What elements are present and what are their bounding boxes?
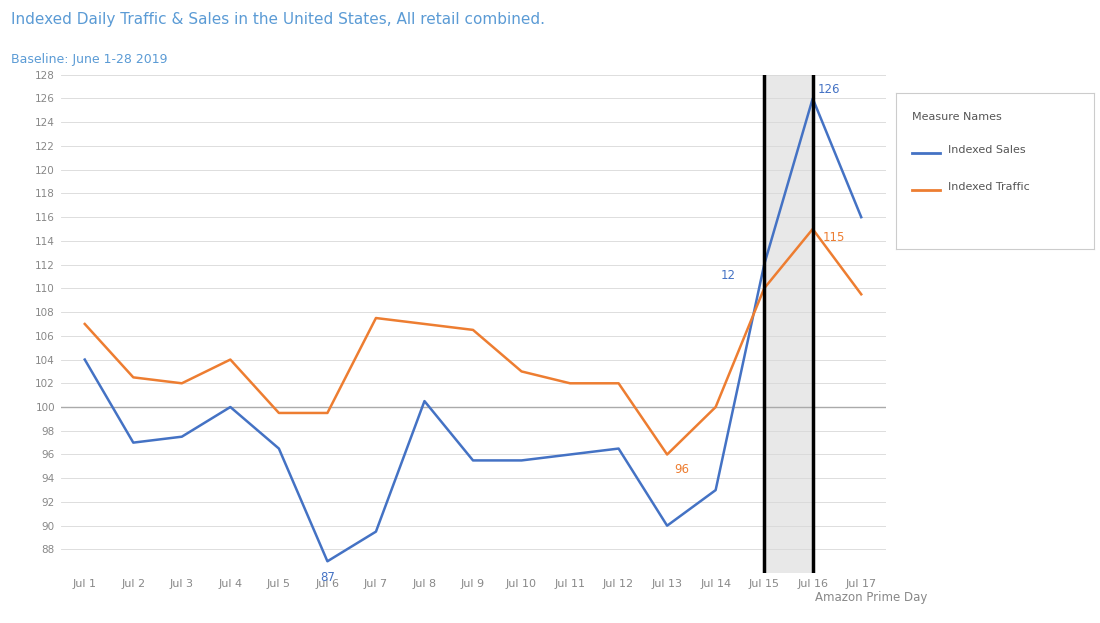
Text: 96: 96 xyxy=(674,463,690,476)
Text: 126: 126 xyxy=(817,83,840,96)
Text: Indexed Daily Traffic & Sales in the United States, All retail combined.: Indexed Daily Traffic & Sales in the Uni… xyxy=(11,12,544,27)
Text: Amazon Prime Day: Amazon Prime Day xyxy=(815,591,927,604)
Text: 12: 12 xyxy=(720,269,736,282)
Text: Measure Names: Measure Names xyxy=(912,112,1002,122)
Text: Baseline: June 1-28 2019: Baseline: June 1-28 2019 xyxy=(11,53,167,66)
Text: Indexed Sales: Indexed Sales xyxy=(948,145,1025,155)
Text: 87: 87 xyxy=(320,571,334,584)
Text: 115: 115 xyxy=(823,231,845,244)
Bar xyxy=(764,75,813,573)
Text: Indexed Traffic: Indexed Traffic xyxy=(948,183,1030,193)
